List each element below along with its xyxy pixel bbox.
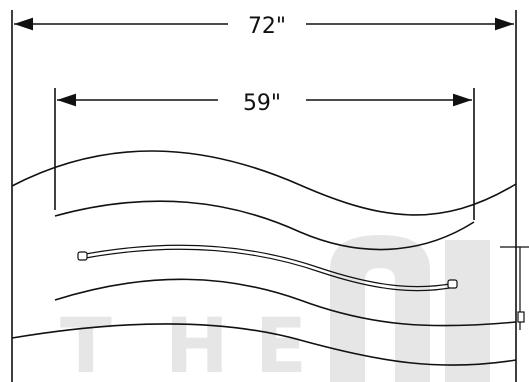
overall-width-dimension: 72" bbox=[11, 10, 517, 382]
rod-upper-line bbox=[79, 244, 456, 288]
watermark: T H E bbox=[60, 235, 490, 382]
inner-top-curve bbox=[54, 200, 475, 251]
watermark-letter-1: T bbox=[60, 301, 112, 382]
outer-top-curve bbox=[11, 150, 517, 216]
rod-left-end-cap bbox=[77, 251, 88, 261]
inner-width-dimension: 59" bbox=[54, 88, 475, 220]
tension-rod bbox=[77, 244, 458, 292]
watermark-letter-2: H bbox=[165, 301, 229, 382]
watermark-letter-3: E bbox=[255, 301, 307, 382]
outer-bottom-curve bbox=[11, 323, 517, 366]
overall-width-label: 72" bbox=[248, 14, 286, 39]
rod-lower-line bbox=[79, 248, 456, 292]
inner-bottom-curve bbox=[54, 278, 517, 327]
inner-width-label: 59" bbox=[243, 91, 281, 116]
rod-right-end-cap bbox=[447, 279, 458, 289]
watermark-logo-shape bbox=[330, 235, 490, 382]
right-mount-bracket bbox=[500, 246, 529, 330]
curved-rod-outline bbox=[11, 150, 517, 366]
bracket-clip bbox=[517, 311, 525, 323]
